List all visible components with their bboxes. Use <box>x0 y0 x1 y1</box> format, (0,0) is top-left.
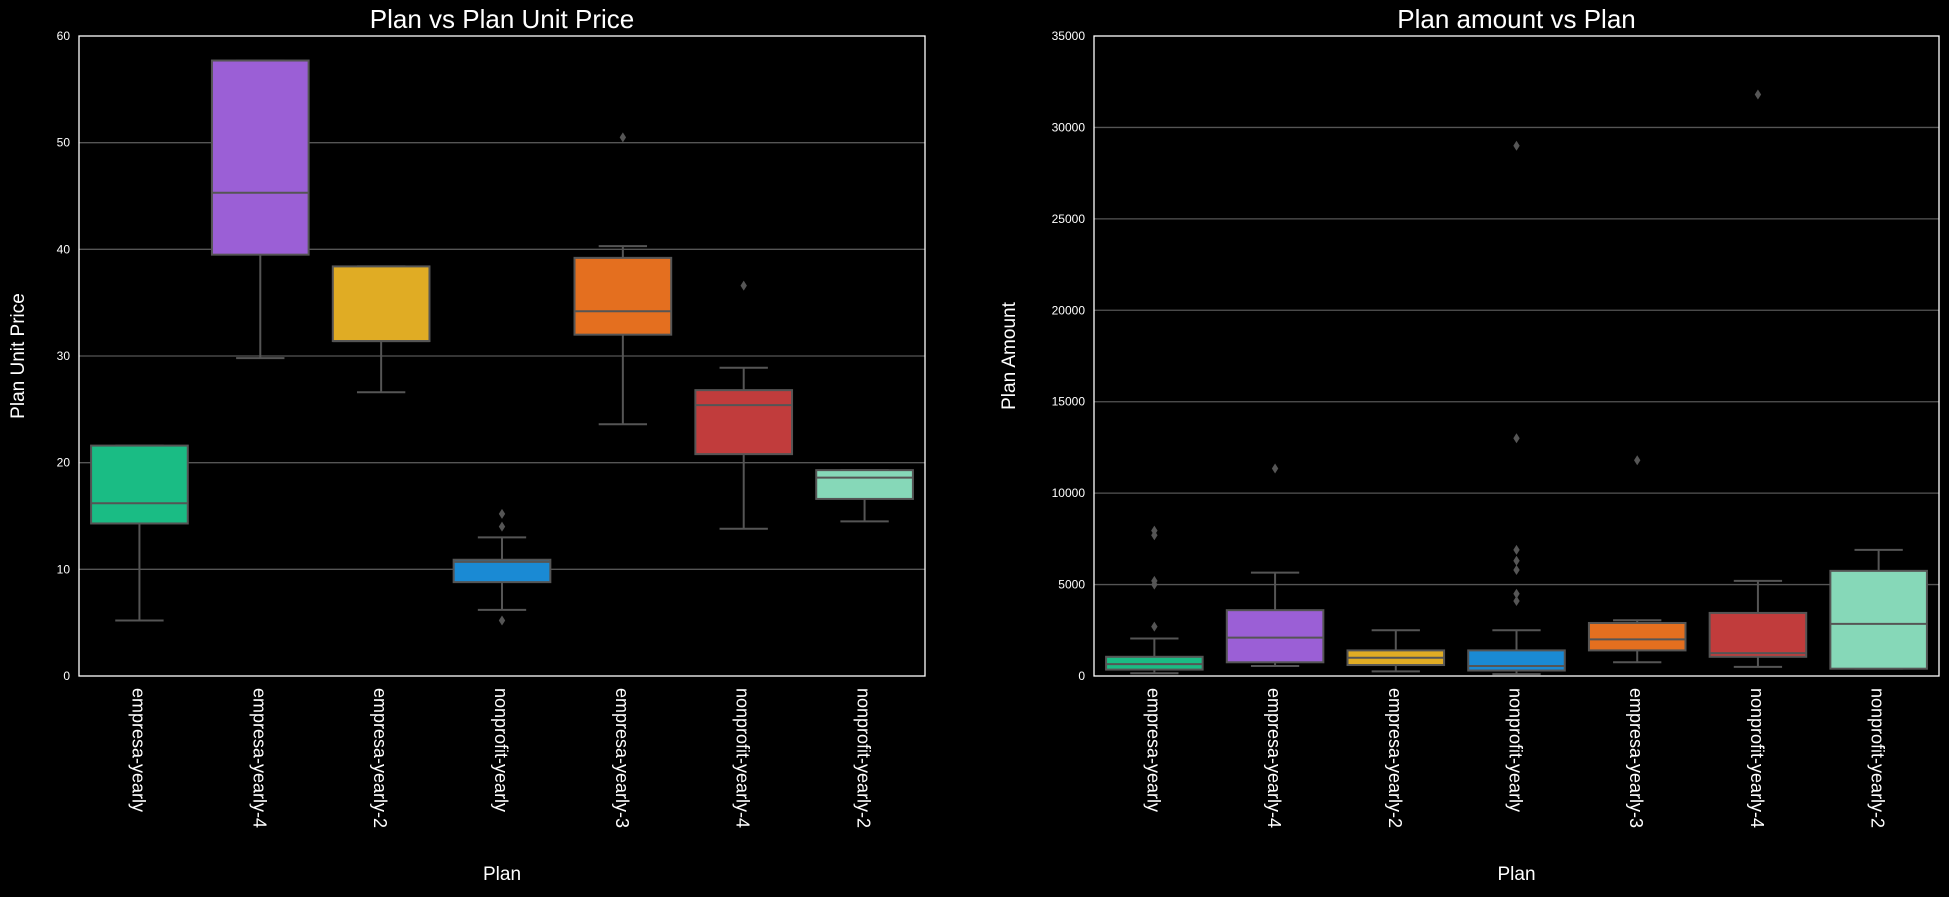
x-tick-label: empresa-yearly-2 <box>370 688 390 828</box>
x-tick-label: nonprofit-yearly <box>1506 688 1526 812</box>
y-tick-label: 25000 <box>1052 212 1086 226</box>
box-iqr <box>816 470 913 499</box>
box-iqr <box>212 61 309 255</box>
y-tick-label: 10 <box>57 562 71 576</box>
x-tick-label: empresa-yearly-4 <box>1264 688 1284 828</box>
x-tick-label: nonprofit-yearly-2 <box>1868 688 1888 828</box>
box-iqr <box>91 446 188 524</box>
box-iqr <box>1710 613 1807 657</box>
y-tick-label: 30 <box>57 349 71 363</box>
y-tick-label: 0 <box>63 669 70 683</box>
box-iqr <box>1589 623 1686 650</box>
y-tick-label: 50 <box>57 136 71 150</box>
y-axis-label: Plan Amount <box>999 301 1020 409</box>
y-tick-label: 5000 <box>1058 578 1085 592</box>
box-iqr <box>333 266 430 341</box>
x-tick-label: empresa-yearly-2 <box>1385 688 1405 828</box>
y-axis-label: Plan Unit Price <box>8 293 29 419</box>
x-axis-label: Plan <box>483 864 521 885</box>
x-tick-label: empresa-yearly-4 <box>249 688 269 828</box>
box-iqr <box>695 390 792 454</box>
plot-area <box>1094 36 1939 676</box>
x-tick-label: empresa-yearly <box>1143 688 1163 812</box>
x-tick-label: empresa-yearly <box>128 688 148 812</box>
y-tick-label: 0 <box>1078 669 1085 683</box>
y-tick-label: 10000 <box>1052 486 1086 500</box>
x-axis-label: Plan <box>1497 864 1535 885</box>
box-iqr <box>575 258 672 335</box>
y-tick-label: 35000 <box>1052 29 1086 43</box>
chart-title: Plan amount vs Plan <box>1397 4 1635 34</box>
chart-title: Plan vs Plan Unit Price <box>370 4 634 34</box>
box-iqr <box>1468 650 1565 670</box>
y-tick-label: 15000 <box>1052 395 1086 409</box>
chart-panel-1: 0 10 20 30 40 50 60 empresa-yearly empresa-yearl… <box>8 4 925 885</box>
x-tick-label: nonprofit-yearly-4 <box>1747 688 1767 828</box>
box-iqr <box>1227 610 1324 662</box>
x-tick-label: empresa-yearly-3 <box>1626 688 1646 828</box>
x-tick-label: empresa-yearly-3 <box>612 688 632 828</box>
y-tick-label: 20 <box>57 456 71 470</box>
x-tick-label: nonprofit-yearly <box>491 688 511 812</box>
chart-panel-2: 0 5000 10000 15000 20000 25000 30000 35000 empre… <box>999 4 1939 885</box>
y-tick-label: 40 <box>57 242 71 256</box>
x-tick-label: nonprofit-yearly-2 <box>854 688 874 828</box>
box-iqr <box>1830 571 1927 669</box>
x-tick-label: nonprofit-yearly-4 <box>733 688 753 828</box>
y-tick-label: 30000 <box>1052 120 1086 134</box>
y-tick-label: 60 <box>57 29 71 43</box>
box-iqr <box>454 560 551 582</box>
y-tick-label: 20000 <box>1052 303 1086 317</box>
